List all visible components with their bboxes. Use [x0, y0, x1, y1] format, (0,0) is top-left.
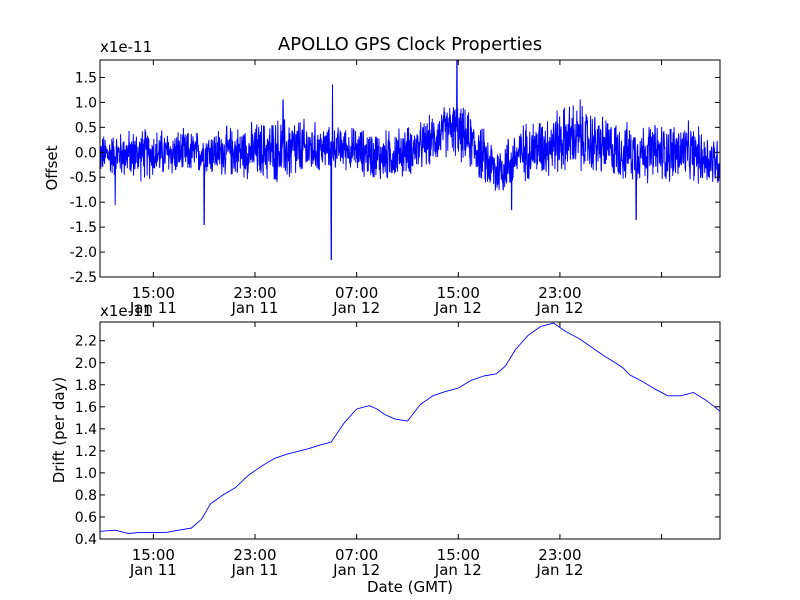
drift-series-line	[99, 322, 721, 534]
offset-y-tick-label: -2.5	[70, 270, 97, 286]
drift-series-group	[99, 322, 721, 534]
drift-y-tick-label: 1.2	[75, 444, 97, 460]
offset-y-tick-label: -1.0	[70, 195, 97, 211]
offset-x-tick-date: Jan 11	[129, 299, 177, 317]
offset-ticks-group: -2.5-2.0-1.5-1.0-0.50.00.51.01.515:00Jan…	[70, 60, 720, 317]
offset-y-tick-label: 0.5	[75, 120, 97, 136]
drift-y-tick-label: 0.6	[75, 510, 97, 526]
drift-x-tick-date: Jan 12	[434, 561, 482, 579]
drift-y-tick-label: 1.0	[75, 466, 97, 482]
offset-y-tick-label: 1.5	[75, 70, 97, 86]
drift-x-tick-time: 15:00	[437, 546, 480, 564]
drift-scale-label: x1e-11	[100, 302, 152, 320]
offset-x-tick-time: 23:00	[538, 284, 581, 302]
drift-x-tick-date: Jan 12	[332, 561, 380, 579]
drift-y-tick-label: 1.8	[75, 378, 97, 394]
offset-y-tick-label: -1.5	[70, 220, 97, 236]
drift-x-tick-time: 23:00	[538, 546, 581, 564]
drift-x-tick-date: Jan 11	[129, 561, 177, 579]
offset-x-tick-time: 23:00	[233, 284, 276, 302]
offset-plot-frame	[99, 59, 721, 278]
offset-x-tick-time: 15:00	[132, 284, 175, 302]
offset-y-tick-label: -2.0	[70, 245, 97, 261]
offset-axes: x1e-11 Offset -2.5 -2.0 -1.5 -1.0 -0.5 0.0 0.5…	[43, 38, 721, 317]
drift-y-tick-label: 2.0	[75, 356, 97, 372]
drift-y-tick-label: 2.2	[75, 334, 97, 350]
drift-plot-frame	[99, 321, 721, 540]
offset-series-group	[99, 59, 721, 260]
drift-y-tick-label: 0.4	[75, 532, 97, 548]
drift-y-axis-label: Drift (per day)	[50, 377, 68, 484]
drift-x-tick-date: Jan 11	[231, 561, 279, 579]
offset-x-tick-time: 15:00	[437, 284, 480, 302]
drift-x-tick-time: 15:00	[132, 546, 175, 564]
drift-x-tick-time: 07:00	[335, 546, 378, 564]
drift-axes: x1e-11 Drift (per day) Date (GMT) 0.4 0.6…	[50, 302, 721, 596]
offset-x-tick-date: Jan 12	[535, 299, 583, 317]
drift-y-tick-label: 1.6	[75, 400, 97, 416]
offset-x-tick-date: Jan 12	[434, 299, 482, 317]
offset-scale-label: x1e-11	[100, 38, 152, 56]
figure-title: APOLLO GPS Clock Properties	[278, 34, 542, 55]
drift-y-tick-label: 0.8	[75, 488, 97, 504]
drift-x-tick-time: 23:00	[233, 546, 276, 564]
offset-x-tick-date: Jan 11	[231, 299, 279, 317]
offset-x-tick-date: Jan 12	[332, 299, 380, 317]
offset-series-line	[99, 59, 721, 260]
drift-x-axis-label: Date (GMT)	[367, 578, 453, 596]
drift-x-tick-date: Jan 12	[535, 561, 583, 579]
offset-y-axis-label: Offset	[43, 145, 61, 190]
offset-y-tick-label: 1.0	[75, 95, 97, 111]
offset-x-tick-time: 07:00	[335, 284, 378, 302]
drift-y-tick-label: 1.4	[75, 422, 97, 438]
offset-y-tick-label: 0.0	[75, 145, 97, 161]
offset-y-tick-label: -0.5	[70, 170, 97, 186]
